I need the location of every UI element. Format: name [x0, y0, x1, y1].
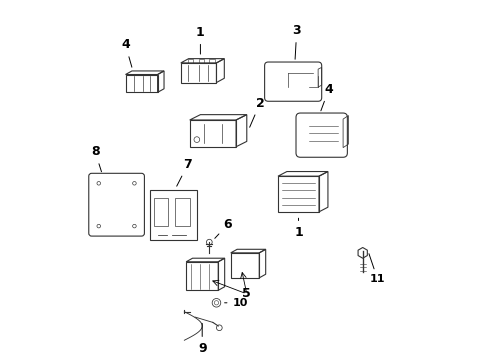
Text: 11: 11	[369, 254, 385, 284]
Text: 5: 5	[243, 287, 251, 300]
Text: 9: 9	[198, 323, 206, 355]
Text: 3: 3	[293, 24, 301, 59]
Text: 6: 6	[215, 218, 232, 238]
Text: 10: 10	[224, 298, 248, 308]
Text: 1: 1	[196, 26, 205, 54]
Text: 2: 2	[250, 96, 265, 127]
Text: 7: 7	[177, 158, 192, 186]
Text: 4: 4	[321, 83, 333, 111]
Text: 1: 1	[294, 218, 303, 239]
Text: 8: 8	[91, 145, 101, 172]
Text: 4: 4	[121, 38, 132, 67]
